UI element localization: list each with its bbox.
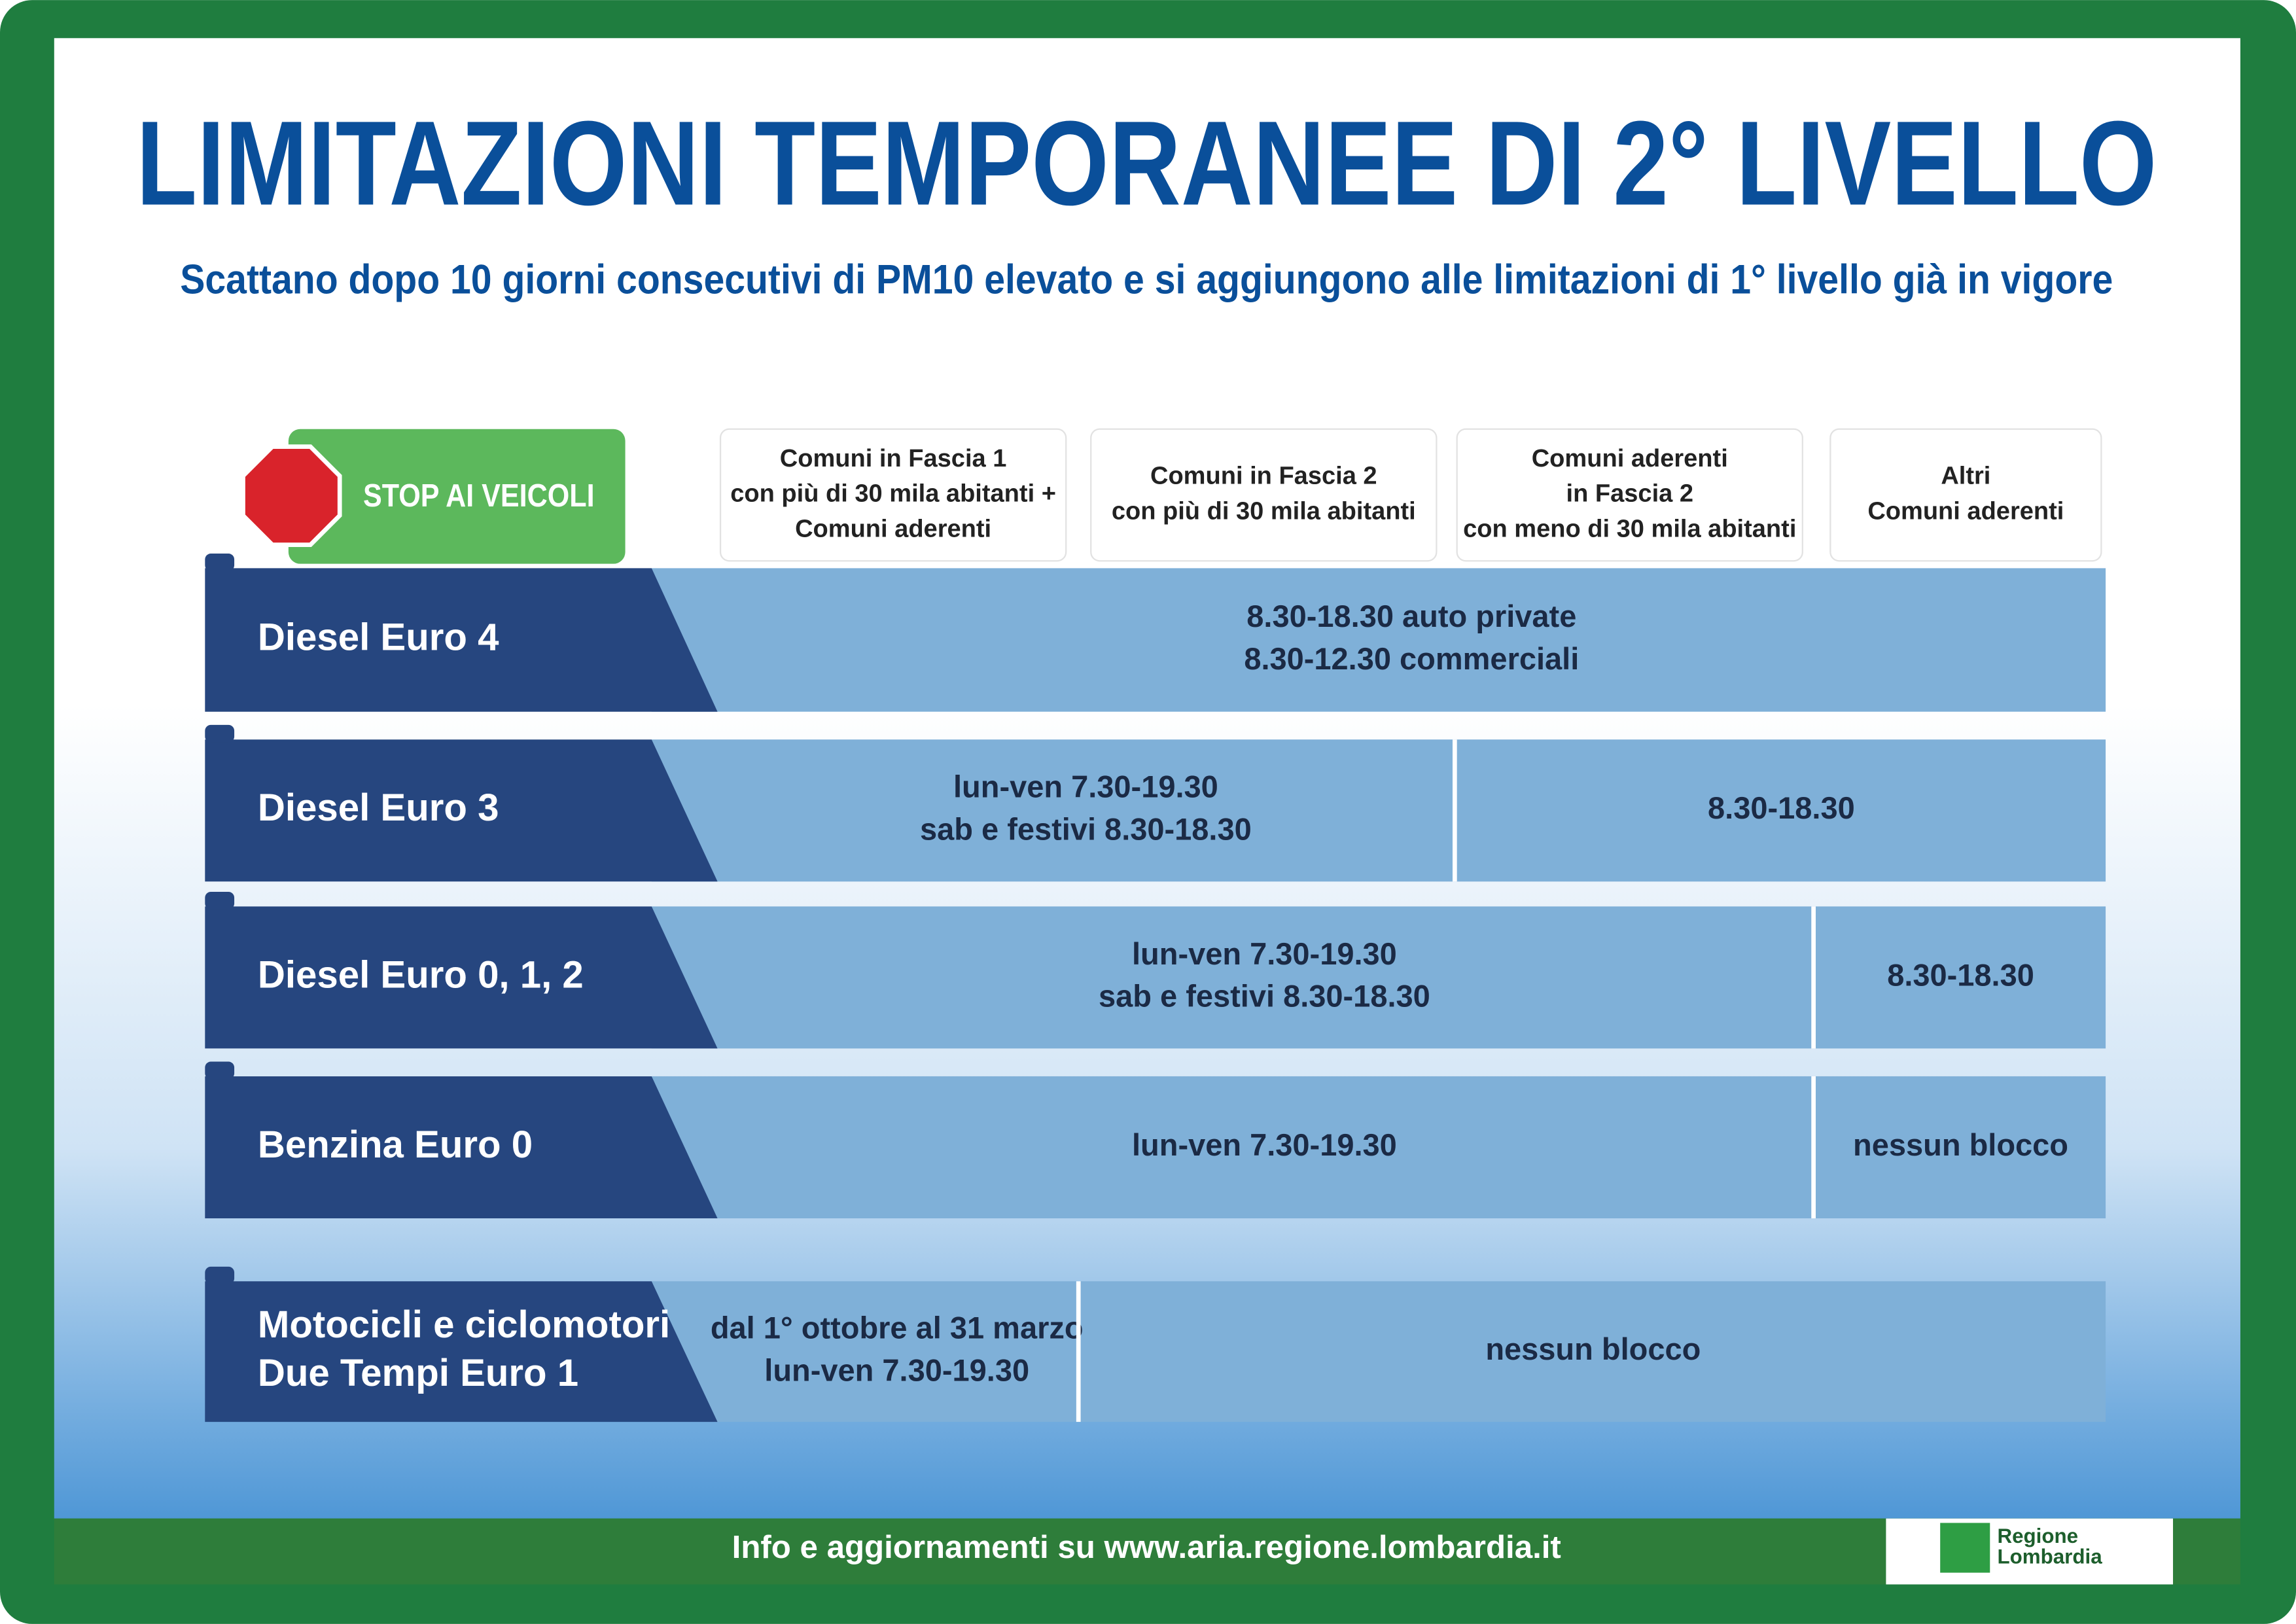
cell-text: sab e festivi 8.30-18.30 [920, 812, 1252, 847]
cell-text: 8.30-18.30 [1708, 790, 1855, 825]
column-header [1090, 428, 1438, 562]
row-label-shape [205, 568, 718, 712]
row-label-cap [205, 724, 235, 743]
logo-text: Lombardia [1997, 1545, 2102, 1568]
row-background [651, 1076, 2106, 1219]
cell-divider [1076, 1281, 1081, 1422]
stop-icon [241, 444, 342, 547]
cell-text: lun-ven 7.30-19.30 [953, 769, 1218, 804]
column-header-text: in Fascia 2 [1566, 480, 1693, 508]
row-label-cap [205, 554, 235, 571]
column-header-text: con meno di 30 mila abitanti [1463, 515, 1796, 542]
row-label: Diesel Euro 0, 1, 2 [258, 953, 584, 996]
column-header [1456, 428, 1803, 562]
row-label-shape [205, 739, 718, 882]
column-header [1829, 428, 2102, 562]
column-header-text: con più di 30 mila abitanti + [730, 480, 1056, 508]
cell-divider [1811, 906, 1816, 1049]
subtitle: Scattano dopo 10 giorni consecutivi di P… [180, 257, 2113, 303]
cell-text: 8.30-12.30 commerciali [1244, 641, 1579, 676]
row-background [651, 1281, 2106, 1422]
cell-divider [1811, 1076, 1816, 1219]
column-header-text: Comuni aderenti [1532, 445, 1728, 472]
cell-text: 8.30-18.30 [1887, 957, 2034, 992]
cell-text: lun-ven 7.30-19.30 [1132, 1127, 1397, 1162]
row-label-cap [205, 891, 235, 909]
column-header-text: Comuni aderenti [795, 515, 991, 542]
row-label: Motocicli e ciclomotori [258, 1303, 670, 1346]
cell-text: lun-ven 7.30-19.30 [764, 1353, 1029, 1388]
title: LIMITAZIONI TEMPORANEE DI 2° LIVELLO [136, 96, 2157, 230]
column-header-text: Comuni in Fascia 2 [1150, 463, 1377, 490]
cell-text: 8.30-18.30 auto private [1246, 599, 1576, 633]
column-header-text: Comuni aderenti [1867, 497, 2064, 525]
row-label-shape [205, 906, 718, 1049]
column-header-text: Altri [1941, 463, 1990, 490]
row-label: Benzina Euro 0 [258, 1123, 533, 1166]
row-background [651, 906, 2106, 1049]
row-background [651, 568, 2106, 712]
row-label: Diesel Euro 3 [258, 786, 499, 829]
row-label-cap [205, 1266, 235, 1284]
row-label-cap [205, 1061, 235, 1080]
corner-tab [288, 429, 626, 564]
cell-text: dal 1° ottobre al 31 marzo [711, 1311, 1084, 1345]
logo-text: Regione [1997, 1525, 2078, 1547]
row-label-shape [205, 1281, 718, 1422]
cell-divider [1452, 739, 1457, 882]
cell-text: nessun blocco [1853, 1127, 2068, 1162]
column-header-text: con più di 30 mila abitanti [1112, 497, 1416, 525]
logo-icon [1940, 1523, 1990, 1573]
cell-text: sab e festivi 8.30-18.30 [1099, 979, 1430, 1014]
footer-info: Info e aggiornamenti su www.aria.regione… [732, 1529, 1561, 1565]
cell-text: lun-ven 7.30-19.30 [1132, 936, 1397, 971]
corner-label: STOP AI VEICOLI [363, 478, 595, 514]
cell-text: nessun blocco [1485, 1332, 1701, 1366]
footer-bar [54, 1518, 2240, 1585]
row-label-shape [205, 1076, 718, 1219]
row-label: Diesel Euro 4 [258, 616, 499, 658]
row-background [651, 739, 2106, 882]
logo-box [1886, 1518, 2174, 1585]
column-header-text: Comuni in Fascia 1 [780, 445, 1007, 472]
row-label: Due Tempi Euro 1 [258, 1352, 578, 1394]
column-header [719, 428, 1067, 562]
